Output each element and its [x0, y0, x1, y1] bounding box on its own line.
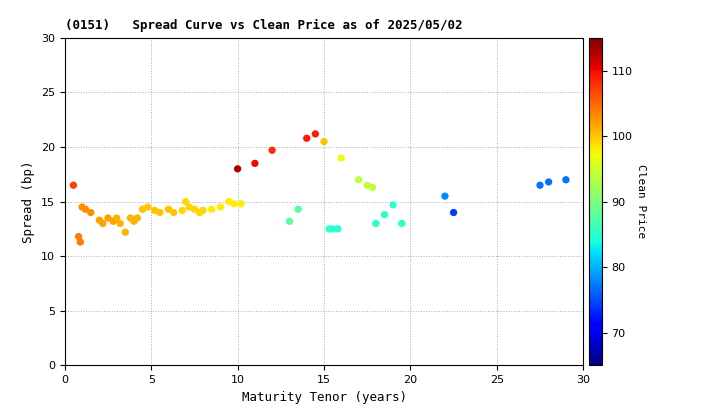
Point	[292, 206, 304, 213]
Point	[125, 215, 136, 221]
Point	[353, 176, 364, 183]
Point	[396, 220, 408, 227]
Point	[76, 204, 88, 210]
Point	[223, 198, 235, 205]
Point	[332, 226, 343, 232]
Point	[366, 184, 378, 191]
Point	[232, 165, 243, 172]
Point	[168, 209, 179, 216]
Point	[387, 202, 399, 208]
Point	[318, 138, 330, 145]
Point	[379, 211, 390, 218]
Point	[327, 226, 338, 232]
Point	[194, 209, 205, 216]
X-axis label: Maturity Tenor (years): Maturity Tenor (years)	[241, 391, 407, 404]
Point	[80, 206, 91, 213]
Point	[154, 209, 166, 216]
Point	[301, 135, 312, 142]
Point	[336, 155, 347, 161]
Point	[284, 218, 295, 225]
Point	[132, 215, 143, 221]
Point	[361, 182, 373, 189]
Point	[543, 178, 554, 185]
Point	[215, 204, 226, 210]
Point	[206, 206, 217, 213]
Point	[94, 217, 105, 223]
Point	[149, 207, 161, 214]
Point	[184, 204, 195, 210]
Point	[142, 204, 153, 210]
Text: (0151)   Spread Curve vs Clean Price as of 2025/05/02: (0151) Spread Curve vs Clean Price as of…	[65, 19, 462, 32]
Point	[249, 160, 261, 167]
Point	[560, 176, 572, 183]
Point	[235, 200, 247, 207]
Point	[102, 215, 114, 221]
Point	[85, 209, 96, 216]
Point	[97, 220, 109, 227]
Point	[137, 206, 148, 213]
Point	[448, 209, 459, 216]
Point	[73, 233, 84, 240]
Point	[180, 198, 192, 205]
Point	[370, 220, 382, 227]
Point	[323, 226, 335, 232]
Point	[75, 239, 86, 245]
Point	[197, 207, 209, 214]
Point	[163, 206, 174, 213]
Point	[68, 182, 79, 189]
Point	[114, 220, 126, 227]
Point	[107, 218, 119, 225]
Y-axis label: Spread (bp): Spread (bp)	[22, 160, 35, 243]
Point	[128, 218, 140, 225]
Point	[534, 182, 546, 189]
Point	[310, 131, 321, 137]
Point	[176, 207, 188, 214]
Y-axis label: Clean Price: Clean Price	[636, 165, 647, 239]
Point	[439, 193, 451, 199]
Point	[266, 147, 278, 154]
Point	[111, 215, 122, 221]
Point	[228, 200, 240, 207]
Point	[120, 229, 131, 236]
Point	[189, 206, 200, 213]
